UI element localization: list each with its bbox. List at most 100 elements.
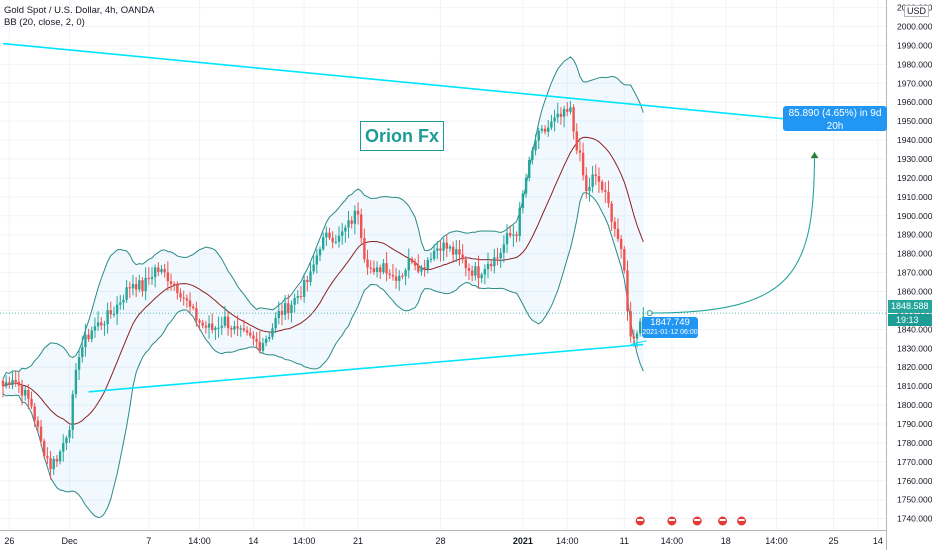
time-tick-label: 14:00 (765, 536, 788, 546)
event-flag-icon[interactable] (634, 515, 646, 527)
trendline-lower[interactable] (88, 343, 644, 393)
candle (274, 318, 277, 329)
event-flag-stripe[interactable] (694, 519, 701, 521)
candle (77, 357, 81, 370)
candle (420, 267, 423, 272)
event-flag-stripe[interactable] (738, 519, 745, 521)
candle (100, 322, 103, 326)
lower-band-line (2, 191, 644, 519)
candle (36, 420, 40, 427)
projection-start-dot[interactable] (646, 310, 653, 317)
candle (531, 150, 534, 160)
event-flag-stripe[interactable] (637, 519, 644, 521)
candle (372, 268, 376, 272)
candle (455, 249, 458, 255)
candle (623, 249, 626, 271)
candle (534, 140, 537, 151)
candle (309, 271, 312, 282)
candle (96, 322, 100, 327)
candle (613, 221, 617, 229)
currency-label[interactable]: USD (904, 5, 930, 17)
candle (347, 220, 350, 228)
candle (521, 193, 525, 208)
candle (236, 326, 239, 329)
candle (226, 316, 230, 329)
candle (458, 249, 461, 255)
projection-curve[interactable] (649, 152, 816, 314)
candle (401, 275, 404, 277)
marker-price: 1847.749 (650, 317, 690, 328)
candle (369, 267, 372, 269)
candle (112, 313, 116, 315)
candle (68, 429, 71, 438)
candle (87, 334, 90, 340)
candle (296, 296, 300, 298)
candle (299, 296, 303, 298)
candle (258, 341, 261, 351)
candle (344, 227, 347, 232)
candle (588, 186, 591, 192)
event-flag-icon[interactable] (691, 515, 703, 527)
price-tick-label: 1970.000 (897, 78, 932, 88)
price-tick-label: 1820.000 (897, 362, 932, 372)
candle (445, 242, 448, 249)
indicator-legend[interactable]: BB (20, close, 2, 0) (4, 17, 85, 28)
price-tick-label: 1960.000 (897, 97, 932, 107)
event-flag-icon[interactable] (736, 515, 748, 527)
trendline-upper[interactable] (2, 42, 809, 122)
candle (23, 389, 27, 396)
candle (84, 334, 87, 348)
candle (442, 242, 445, 251)
projection-arrow[interactable] (630, 152, 819, 345)
candle (17, 381, 21, 386)
price-tick-label: 1780.000 (897, 438, 932, 448)
candle (619, 238, 623, 250)
event-flag-icon[interactable] (717, 515, 729, 527)
time-tick-label: 26 (4, 536, 14, 546)
candle (271, 328, 274, 337)
projection-arrowhead[interactable] (810, 152, 819, 159)
time-tick-label: 18 (721, 536, 731, 546)
candle (356, 210, 360, 215)
candle (30, 398, 33, 407)
candle (337, 235, 341, 242)
candle (499, 252, 502, 259)
bar-countdown: 19:13 (888, 314, 932, 326)
candle (192, 306, 195, 309)
event-flag-stripe[interactable] (719, 519, 726, 521)
candle (486, 263, 490, 270)
projection-label[interactable]: 85.890 (4.65%) in 9d 20h 1933.639 ◉ 2021… (783, 106, 887, 142)
candle (382, 263, 385, 273)
candle (334, 241, 338, 243)
candle (125, 287, 128, 300)
candle (302, 279, 306, 297)
event-flag-icon[interactable] (666, 515, 678, 527)
candle (195, 308, 198, 321)
candle (474, 266, 477, 276)
candle (543, 128, 547, 132)
candle (559, 113, 563, 117)
candle (115, 304, 119, 314)
candle (550, 121, 553, 128)
time-tick-label: 28 (435, 536, 445, 546)
candle (157, 267, 160, 272)
trendlines[interactable] (2, 42, 809, 393)
time-tick-label: 2021 (513, 536, 533, 546)
candle (321, 237, 325, 250)
candle (328, 232, 331, 238)
candle (423, 267, 426, 270)
candle (629, 311, 632, 337)
candle (496, 257, 499, 259)
bollinger-band-fill (3, 56, 644, 518)
price-tick-label: 1770.000 (897, 457, 932, 467)
candle (268, 336, 271, 339)
candle (90, 330, 93, 340)
event-flag-stripe[interactable] (668, 519, 675, 521)
candle (131, 284, 135, 289)
current-price-marker[interactable]: 1847.749 2021-01-12 06:00 (642, 317, 698, 338)
candle (122, 299, 125, 303)
candle (14, 380, 17, 382)
candle (230, 328, 233, 330)
